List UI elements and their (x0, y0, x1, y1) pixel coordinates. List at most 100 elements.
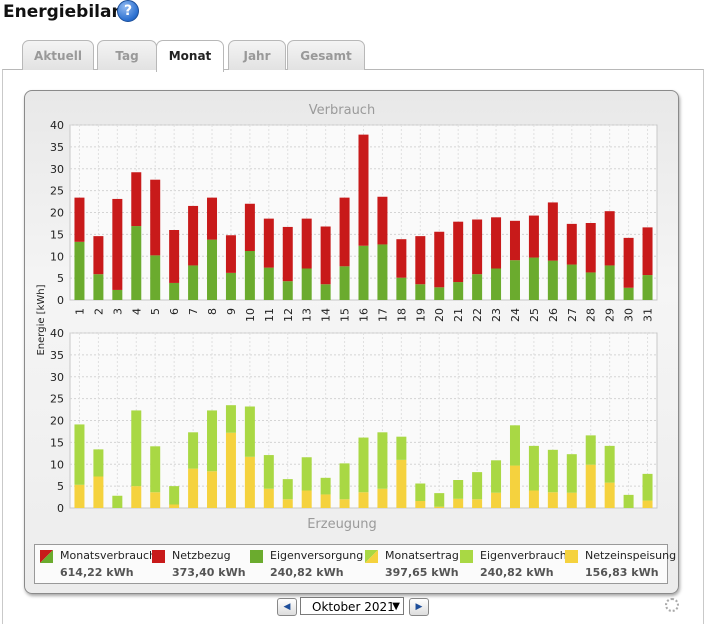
bar-eigenversorgung (415, 284, 426, 300)
bar-eigenversorgung (585, 272, 596, 300)
bar-netzeinspeisung (566, 492, 577, 508)
y-tick-label: 25 (50, 185, 64, 198)
bar-netzbezug (112, 198, 123, 290)
bar-eigenverbrauch (377, 432, 388, 489)
y-tick-label: 5 (57, 272, 64, 285)
bar-eigenversorgung (169, 282, 180, 300)
legend-label: Netzbezug (172, 549, 231, 562)
x-tick-label: 30 (623, 308, 636, 322)
bar-netzeinspeisung (93, 476, 104, 508)
bar-netzbezug (642, 227, 653, 276)
x-tick-label: 20 (433, 308, 446, 322)
bar-eigenverbrauch (642, 473, 653, 501)
y-tick-label: 40 (50, 327, 64, 340)
bar-netzbezug (169, 230, 180, 283)
y-tick-label: 15 (50, 228, 64, 241)
y-axis-label: Energie [kWh] (36, 284, 47, 355)
bar-eigenverbrauch (169, 486, 180, 505)
bar-eigenverbrauch (585, 435, 596, 465)
bar-netzeinspeisung (528, 490, 539, 508)
x-tick-label: 2 (92, 308, 105, 315)
bar-eigenversorgung (623, 287, 634, 300)
x-tick-label: 5 (149, 308, 162, 315)
legend-value: 614,22 kWh (60, 566, 134, 579)
y-tick-label: 5 (57, 480, 64, 493)
tab-monat[interactable]: Monat (156, 40, 224, 72)
prev-month-button[interactable]: ◀ (277, 598, 297, 616)
bar-eigenversorgung (604, 265, 615, 300)
legend-label: Eigenversorgung (270, 549, 364, 562)
y-tick-label: 40 (50, 119, 64, 132)
bar-eigenverbrauch (282, 479, 293, 500)
x-tick-label: 18 (395, 308, 408, 322)
month-select[interactable]: Oktober 2021 ▼ (300, 597, 404, 615)
legend-swatch-eigenversorgung (250, 550, 263, 563)
y-tick-label: 15 (50, 436, 64, 449)
bar-eigenverbrauch (188, 432, 199, 469)
bar-eigenversorgung (528, 257, 539, 300)
bar-eigenverbrauch (301, 457, 312, 491)
bar-eigenverbrauch (491, 460, 502, 493)
bar-netzeinspeisung (282, 499, 293, 508)
bar-netzeinspeisung (244, 456, 255, 508)
y-tick-label: 30 (50, 371, 64, 384)
bar-netzbezug (188, 205, 199, 266)
y-tick-label: 35 (50, 349, 64, 362)
help-icon[interactable]: ? (117, 0, 139, 22)
bar-netzeinspeisung (642, 500, 653, 508)
loading-icon (665, 598, 679, 612)
x-tick-label: 25 (528, 308, 541, 322)
bar-netzeinspeisung (188, 468, 199, 508)
bar-eigenversorgung (188, 265, 199, 300)
tab-jahr[interactable]: Jahr (228, 40, 286, 70)
bar-eigenversorgung (396, 277, 407, 300)
x-tick-label: 26 (547, 308, 560, 322)
next-month-button[interactable]: ▶ (409, 598, 429, 616)
y-tick-label: 10 (50, 250, 64, 263)
chevron-down-icon: ▼ (392, 601, 400, 612)
bar-netzeinspeisung (472, 499, 483, 508)
bar-eigenverbrauch (547, 449, 558, 493)
bar-eigenversorgung (244, 251, 255, 300)
y-tick-label: 10 (50, 458, 64, 471)
bar-eigenverbrauch (528, 445, 539, 491)
bar-netzbezug (453, 221, 464, 283)
page-title: Energiebilanz (3, 2, 134, 22)
legend-swatch-netzeinspeisung (565, 550, 578, 563)
bar-netzbezug (491, 217, 502, 269)
legend-swatch-eigenverbrauch (460, 550, 473, 563)
legend-value: 397,65 kWh (385, 566, 459, 579)
bar-netzbezug (320, 226, 331, 285)
bar-netzeinspeisung (339, 499, 350, 508)
tab-tag[interactable]: Tag (97, 40, 157, 70)
bar-netzeinspeisung (377, 488, 388, 508)
bar-netzeinspeisung (131, 486, 142, 508)
y-tick-label: 30 (50, 163, 64, 176)
bar-eigenversorgung (642, 275, 653, 300)
x-tick-label: 12 (282, 308, 295, 322)
bar-netzeinspeisung (547, 492, 558, 508)
tab-gesamt[interactable]: Gesamt (287, 40, 365, 70)
legend-swatch-monatsertrag (365, 550, 378, 563)
bar-netzeinspeisung (169, 504, 180, 508)
x-tick-label: 21 (452, 308, 465, 322)
bar-eigenversorgung (225, 272, 236, 300)
chart-title-verbrauch: Verbrauch (309, 103, 375, 118)
x-tick-label: 6 (168, 308, 181, 315)
tab-aktuell[interactable]: Aktuell (22, 40, 94, 70)
bar-netzbezug (301, 218, 312, 269)
bar-netzeinspeisung (358, 492, 369, 508)
bar-netzbezug (358, 134, 369, 246)
bar-netzeinspeisung (207, 471, 218, 508)
bar-netzbezug (509, 220, 520, 261)
bar-netzbezug (585, 223, 596, 273)
bar-netzbezug (396, 239, 407, 278)
x-tick-label: 23 (490, 308, 503, 322)
x-tick-label: 28 (585, 308, 598, 322)
bar-netzeinspeisung (150, 492, 161, 508)
y-tick-label: 20 (50, 415, 64, 428)
bar-netzeinspeisung (604, 482, 615, 508)
bar-eigenversorgung (282, 281, 293, 300)
x-tick-label: 14 (320, 308, 333, 322)
